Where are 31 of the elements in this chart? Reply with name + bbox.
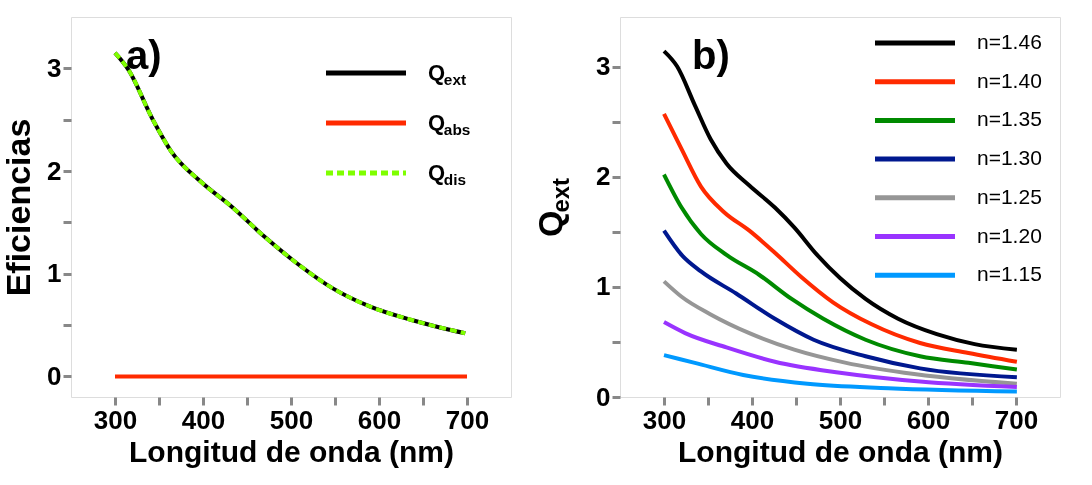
legend-label: n=1.40	[977, 68, 1042, 92]
x-tick-label: 700	[994, 404, 1039, 435]
legend-label: n=1.15	[977, 262, 1042, 286]
legend-label: n=1.25	[977, 184, 1042, 208]
x-tick-label: 600	[906, 404, 951, 435]
legend-label: n=1.35	[977, 107, 1042, 131]
y-tick-label: 1	[47, 258, 62, 289]
y-tick-label: 0	[596, 381, 611, 412]
legend-label: n=1.46	[977, 30, 1042, 53]
x-tick-label: 400	[730, 404, 775, 435]
x-tick-label: 400	[181, 404, 226, 435]
x-tick-label: 500	[269, 404, 314, 435]
legend-label: n=1.20	[977, 223, 1042, 247]
y-tick-label: 1	[596, 271, 611, 302]
y-axis-title: Qext	[531, 178, 575, 237]
annotation: a)	[126, 33, 162, 77]
y-tick-label: 2	[596, 161, 611, 192]
y-tick-label: 3	[47, 52, 62, 83]
annotation: b)	[692, 33, 730, 77]
y-axis-title: Eficiencias	[0, 118, 38, 297]
y-tick-label: 0	[47, 360, 62, 391]
legend-label: n=1.30	[977, 146, 1042, 170]
x-axis-title: Longitud de onda (nm)	[678, 434, 1003, 468]
x-tick-label: 300	[642, 404, 687, 435]
x-axis-title: Longitud de onda (nm)	[129, 434, 454, 468]
x-tick-label: 700	[445, 404, 490, 435]
x-tick-label: 600	[357, 404, 402, 435]
y-tick-label: 2	[47, 155, 62, 186]
x-tick-label: 300	[93, 404, 138, 435]
y-tick-label: 3	[596, 51, 611, 82]
x-tick-label: 500	[818, 404, 863, 435]
